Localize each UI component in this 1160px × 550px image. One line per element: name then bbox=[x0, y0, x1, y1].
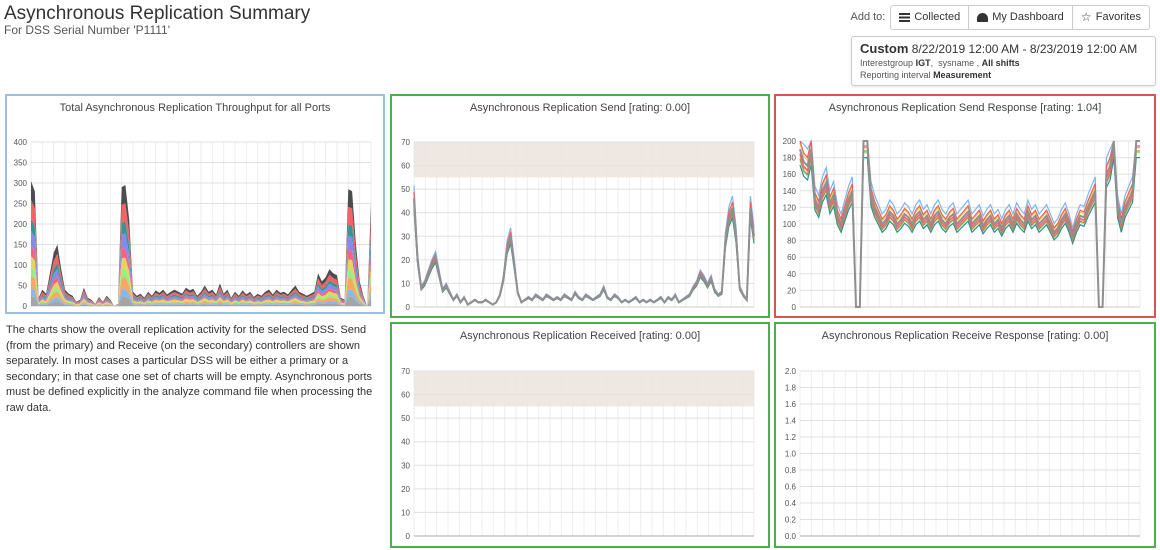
y-tick-label: 100 bbox=[14, 261, 28, 270]
y-tick-label: 1.0 bbox=[785, 450, 797, 459]
y-tick-label: 0.8 bbox=[785, 466, 797, 475]
threshold-band bbox=[414, 142, 754, 178]
threshold-band bbox=[414, 371, 754, 407]
add-to-label: Add to: bbox=[850, 11, 886, 23]
interest-group-prefix: Interestgroup bbox=[860, 58, 914, 68]
y-tick-label: 140 bbox=[783, 187, 797, 196]
send-chart-title: Asynchronous Replication Send [rating: 0… bbox=[469, 102, 691, 114]
received-chart-panel: Asynchronous Replication Received [ratin… bbox=[390, 322, 770, 548]
send-response-chart-title: Asynchronous Replication Send Response [… bbox=[828, 102, 1102, 114]
y-tick-label: 1.8 bbox=[785, 384, 797, 393]
description-text: The charts show the overall replication … bbox=[6, 324, 373, 414]
y-tick-label: 1.4 bbox=[785, 417, 797, 426]
date-range-selector[interactable]: Custom 8/22/2019 12:00 AM - 8/23/2019 12… bbox=[851, 36, 1156, 86]
y-tick-label: 80 bbox=[787, 237, 796, 246]
send-chart-panel: Asynchronous Replication Send [rating: 0… bbox=[390, 94, 770, 318]
y-tick-label: 50 bbox=[401, 414, 410, 423]
y-tick-label: 0 bbox=[23, 302, 28, 311]
collected-button-label: Collected bbox=[914, 11, 961, 23]
y-tick-label: 1.2 bbox=[785, 433, 797, 442]
y-tick-label: 0.6 bbox=[785, 483, 797, 492]
y-tick-label: 1.6 bbox=[785, 400, 797, 409]
y-tick-label: 0.2 bbox=[785, 516, 797, 525]
shifts-value: All shifts bbox=[981, 58, 1020, 68]
range-mode: Custom bbox=[860, 41, 909, 56]
range-dates: 8/22/2019 12:00 AM - 8/23/2019 12:00 AM bbox=[911, 42, 1138, 56]
receive-response-chart-panel: Asynchronous Replication Receive Respons… bbox=[774, 322, 1156, 548]
throughput-chart-panel: Total Asynchronous Replication Throughpu… bbox=[5, 94, 385, 314]
my-dashboard-button[interactable]: My Dashboard bbox=[968, 4, 1073, 30]
y-tick-label: 0 bbox=[406, 532, 411, 541]
y-tick-label: 50 bbox=[18, 282, 27, 291]
y-tick-label: 10 bbox=[401, 508, 410, 517]
collected-button[interactable]: Collected bbox=[890, 4, 970, 30]
y-tick-label: 60 bbox=[787, 253, 796, 262]
area-series bbox=[31, 275, 371, 306]
y-tick-label: 150 bbox=[14, 241, 28, 250]
my-dashboard-button-label: My Dashboard bbox=[992, 11, 1064, 23]
add-to-toolbar: Add to: Collected My Dashboard ☆ Favorit… bbox=[850, 4, 1150, 30]
interval-prefix: Reporting interval bbox=[860, 70, 931, 80]
y-tick-label: 20 bbox=[401, 256, 410, 265]
list-icon bbox=[899, 12, 911, 23]
sysname-value: sysname bbox=[938, 58, 975, 68]
y-tick-label: 70 bbox=[401, 138, 410, 147]
interval-value: Measurement bbox=[933, 70, 992, 80]
y-tick-label: 0 bbox=[792, 303, 797, 312]
y-tick-label: 10 bbox=[401, 279, 410, 288]
y-tick-label: 0.0 bbox=[785, 532, 797, 541]
y-tick-label: 30 bbox=[401, 232, 410, 241]
star-icon: ☆ bbox=[1080, 9, 1092, 24]
interest-group-value: IGT bbox=[915, 58, 931, 68]
y-tick-label: 250 bbox=[14, 200, 28, 209]
page-title: Asynchronous Replication Summary bbox=[4, 3, 311, 24]
y-tick-label: 0 bbox=[406, 303, 411, 312]
throughput-chart-title: Total Asynchronous Replication Throughpu… bbox=[59, 102, 331, 114]
y-tick-label: 300 bbox=[14, 179, 28, 188]
y-tick-label: 180 bbox=[783, 154, 797, 163]
area-series bbox=[31, 295, 371, 306]
send-response-chart-panel: Asynchronous Replication Send Response [… bbox=[774, 94, 1156, 318]
received-chart: 0 10 20 30 40 50 60 70 bbox=[401, 367, 755, 541]
favorites-button-label: Favorites bbox=[1095, 11, 1141, 23]
throughput-chart: 0 50 100 150 200 250 300 350 400 bbox=[14, 138, 372, 311]
dashboard-icon bbox=[977, 12, 989, 23]
y-tick-label: 120 bbox=[783, 203, 797, 212]
favorites-button[interactable]: ☆ Favorites bbox=[1071, 4, 1150, 30]
page-subtitle: For DSS Serial Number 'P1111' bbox=[4, 23, 170, 37]
y-tick-label: 60 bbox=[401, 391, 410, 400]
y-tick-label: 40 bbox=[401, 438, 410, 447]
y-tick-label: 2.0 bbox=[785, 367, 797, 376]
y-tick-label: 50 bbox=[401, 185, 410, 194]
y-tick-label: 20 bbox=[787, 286, 796, 295]
received-chart-title: Asynchronous Replication Received [ratin… bbox=[459, 330, 701, 342]
y-tick-label: 60 bbox=[401, 162, 410, 171]
y-tick-label: 200 bbox=[783, 137, 797, 146]
y-tick-label: 160 bbox=[783, 170, 797, 179]
y-tick-label: 40 bbox=[787, 270, 796, 279]
area-series bbox=[31, 288, 371, 306]
y-tick-label: 30 bbox=[401, 461, 410, 470]
y-tick-label: 200 bbox=[14, 220, 28, 229]
y-tick-label: 20 bbox=[401, 485, 410, 494]
line-series bbox=[799, 140, 1140, 308]
y-tick-label: 350 bbox=[14, 159, 28, 168]
y-tick-label: 400 bbox=[14, 138, 28, 147]
y-tick-label: 40 bbox=[401, 209, 410, 218]
y-tick-label: 70 bbox=[401, 367, 410, 376]
y-tick-label: 0.4 bbox=[785, 499, 797, 508]
receive-response-chart-title: Asynchronous Replication Receive Respons… bbox=[821, 330, 1109, 342]
line-series bbox=[413, 198, 755, 307]
send-response-chart: 0 20 40 60 80 100 120 140 160 180 200 bbox=[783, 137, 1141, 312]
receive-response-chart: 0.0 0.2 0.4 0.6 0.8 1.0 1.2 1.4 1.6 1.8 2.0 bbox=[785, 367, 1141, 541]
send-chart: 0 10 20 30 40 50 60 70 bbox=[401, 138, 755, 312]
y-tick-label: 100 bbox=[783, 220, 797, 229]
